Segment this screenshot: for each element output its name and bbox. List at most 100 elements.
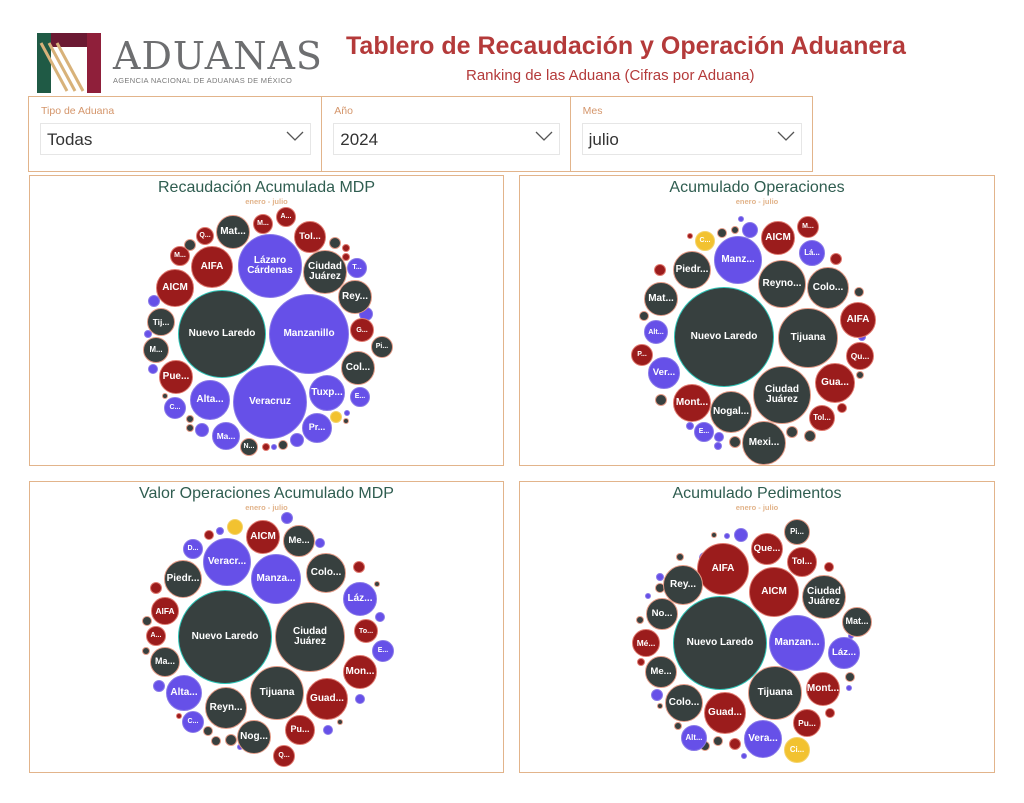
bubble[interactable]: C... [164, 397, 186, 419]
bubble[interactable]: Piedr... [673, 251, 711, 289]
bubble-small[interactable] [144, 330, 152, 338]
bubble[interactable]: AIFA [191, 246, 233, 288]
bubble[interactable]: Nuevo Laredo [674, 287, 774, 387]
bubble[interactable]: No... [646, 598, 678, 630]
bubble[interactable]: Alt... [644, 320, 668, 344]
bubble[interactable]: Mont... [806, 672, 840, 706]
bubble[interactable]: Reyno... [758, 260, 806, 308]
bubble-small[interactable] [211, 736, 221, 746]
bubble[interactable]: Láz... [828, 637, 860, 669]
bubble-small[interactable] [374, 581, 380, 587]
bubble-small[interactable] [142, 616, 152, 626]
bubble-small[interactable] [342, 253, 350, 261]
bubble[interactable]: M... [797, 216, 819, 238]
bubble-small[interactable] [846, 685, 852, 691]
bubble-small[interactable] [262, 443, 270, 451]
bubble[interactable]: Tijuana [748, 666, 802, 720]
bubble[interactable]: G... [350, 318, 374, 342]
bubble-small[interactable] [676, 553, 684, 561]
bubble-small[interactable] [636, 616, 644, 624]
bubble-small[interactable] [375, 612, 385, 622]
bubble-small[interactable] [637, 658, 645, 666]
bubble[interactable]: Reyn... [205, 687, 247, 729]
bubble-small[interactable] [355, 694, 365, 704]
bubble-small[interactable] [342, 244, 350, 252]
bubble[interactable]: AIFA [697, 543, 749, 595]
bubble-small[interactable] [176, 713, 182, 719]
bubble[interactable]: Pr... [302, 413, 332, 443]
bubble[interactable]: Colo... [807, 267, 849, 309]
bubble[interactable]: Manzanillo [269, 294, 349, 374]
bubble[interactable]: Mat... [644, 282, 678, 316]
bubble[interactable]: Lázaro Cárdenas [238, 234, 302, 298]
bubble[interactable]: Tol... [809, 405, 835, 431]
bubble[interactable]: Nog... [237, 720, 271, 754]
mes-dropdown[interactable]: julio [581, 123, 802, 155]
bubble-small[interactable] [225, 734, 237, 746]
bubble-small[interactable] [830, 253, 842, 265]
ano-dropdown[interactable]: 2024 [333, 123, 560, 155]
bubble-small[interactable] [734, 528, 748, 542]
bubble[interactable]: AICM [749, 567, 799, 617]
bubble[interactable]: Pu... [793, 709, 821, 737]
bubble[interactable]: Alta... [166, 675, 202, 711]
bubble[interactable]: Manz... [714, 236, 762, 284]
bubble-small[interactable] [290, 433, 304, 447]
bubble[interactable]: Alta... [190, 380, 230, 420]
bubble[interactable]: Me... [283, 525, 315, 557]
bubble[interactable]: Guad... [704, 692, 746, 734]
bubble[interactable]: M... [143, 337, 169, 363]
bubble-small[interactable] [281, 512, 293, 524]
bubble[interactable]: Pi... [371, 336, 393, 358]
bubble[interactable]: Manza... [251, 554, 301, 604]
bubble[interactable]: Veracr... [203, 538, 251, 586]
bubble[interactable]: E... [350, 387, 370, 407]
bubble-small[interactable] [657, 703, 663, 709]
bubble[interactable]: Nuevo Laredo [178, 590, 272, 684]
bubble[interactable]: Nuevo Laredo [673, 596, 767, 690]
bubble[interactable]: Vera... [744, 720, 782, 758]
bubble[interactable]: AICM [156, 269, 194, 307]
bubble[interactable]: Colo... [665, 684, 703, 722]
bubble[interactable]: Ma... [212, 422, 240, 450]
bubble[interactable]: Pue... [159, 360, 193, 394]
bubble-small[interactable] [742, 222, 758, 238]
bubble[interactable]: Tijuana [250, 666, 304, 720]
bubble[interactable]: Guad... [306, 678, 348, 720]
bubble-small[interactable] [227, 519, 243, 535]
bubble[interactable]: P... [631, 344, 653, 366]
bubble-small[interactable] [353, 561, 365, 573]
bubble-small[interactable] [148, 295, 160, 307]
bubble-small[interactable] [654, 264, 666, 276]
bubble[interactable]: Q... [273, 745, 295, 767]
bubble[interactable]: C... [695, 231, 715, 251]
bubble[interactable]: Tol... [787, 547, 817, 577]
bubble-small[interactable] [717, 228, 727, 238]
bubble-small[interactable] [824, 562, 834, 572]
bubble[interactable]: Veracruz [233, 365, 307, 439]
bubble-small[interactable] [711, 532, 717, 538]
bubble[interactable]: Ma... [150, 647, 180, 677]
bubble-small[interactable] [323, 725, 333, 735]
bubble[interactable]: Rey... [338, 280, 372, 314]
bubble[interactable]: Colo... [306, 553, 346, 593]
bubble[interactable]: Nuevo Laredo [178, 290, 266, 378]
bubble[interactable]: Gua... [815, 363, 855, 403]
bubble-small[interactable] [729, 436, 741, 448]
bubble-small[interactable] [344, 410, 350, 416]
bubble[interactable]: Tol... [294, 221, 326, 253]
bubble[interactable]: Láz... [343, 582, 377, 616]
bubble[interactable]: Pu... [285, 715, 315, 745]
bubble-small[interactable] [186, 424, 194, 432]
bubble-small[interactable] [786, 426, 798, 438]
bubble-small[interactable] [686, 422, 694, 430]
bubble[interactable]: Me... [645, 656, 677, 688]
bubble[interactable]: D... [183, 539, 203, 559]
bubble-small[interactable] [731, 226, 739, 234]
bubble-small[interactable] [724, 533, 730, 539]
bubble-small[interactable] [343, 418, 349, 424]
bubble[interactable]: Mat... [216, 215, 250, 249]
bubble[interactable]: Mont... [673, 384, 711, 422]
bubble[interactable]: C... [182, 711, 204, 733]
bubble-small[interactable] [315, 538, 325, 548]
